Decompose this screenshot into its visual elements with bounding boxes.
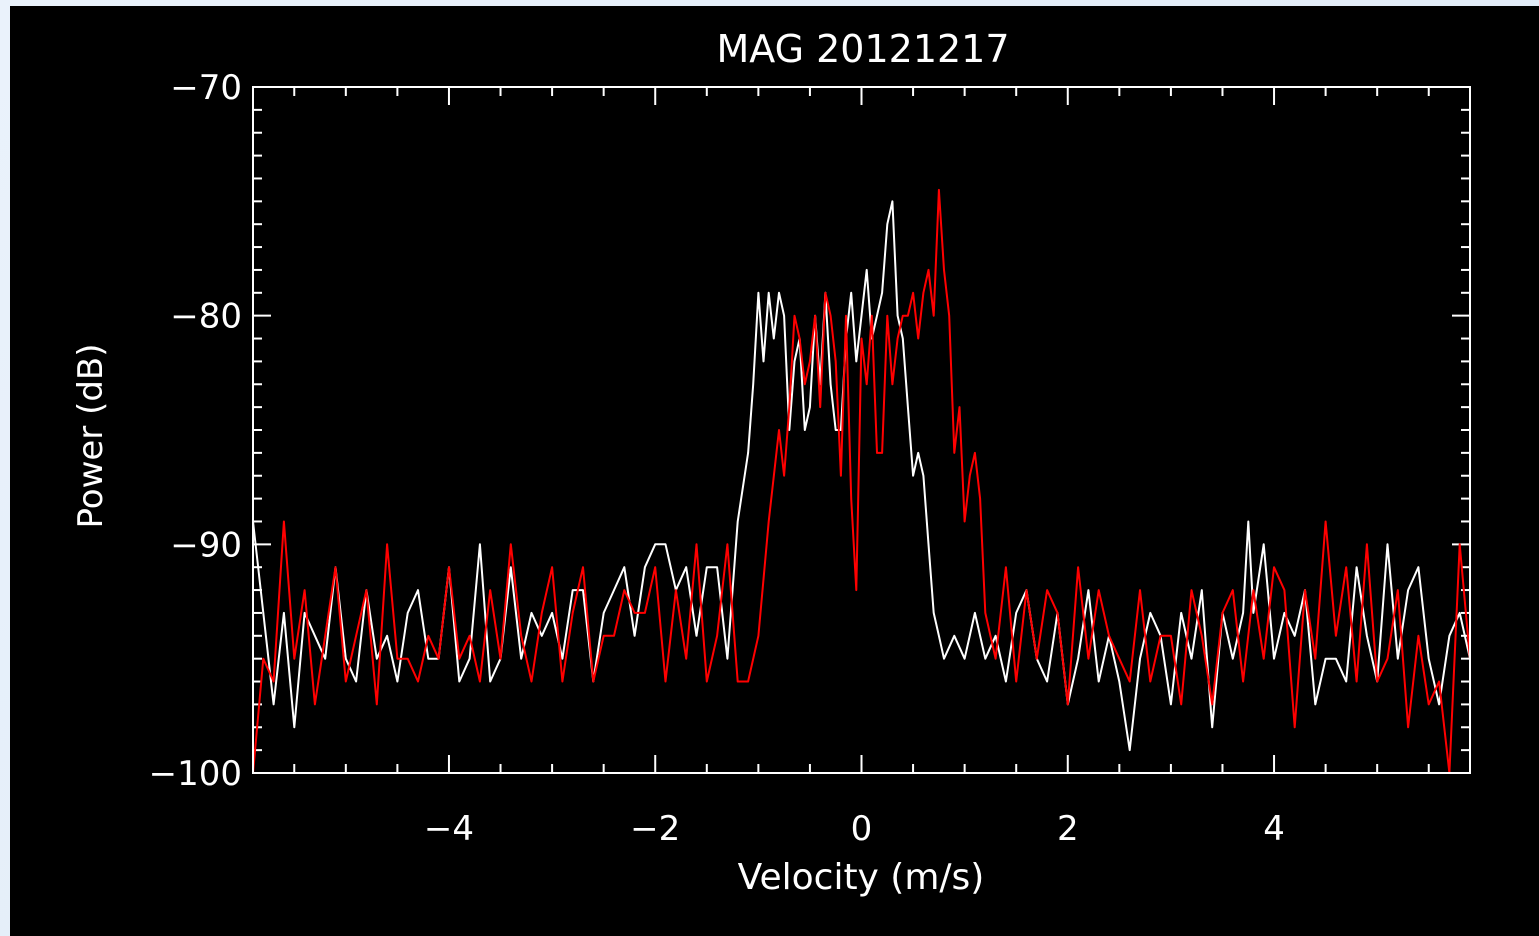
plot-panel: MAG 20121217 Velocity (m/s) Power (dB) −… <box>10 6 1539 936</box>
plot-frame <box>252 86 1471 774</box>
line-chart: MAG 20121217 Velocity (m/s) Power (dB) −… <box>71 27 1471 898</box>
series-2-line <box>252 188 1471 774</box>
series-1-line <box>252 200 1471 752</box>
chart-title: MAG 20121217 <box>716 27 1009 71</box>
x-tick-label: 0 <box>851 809 873 849</box>
x-tick-label: −2 <box>630 809 680 849</box>
y-tick-label: −90 <box>170 525 242 565</box>
y-tick-label: −70 <box>170 68 242 108</box>
x-tick-label: 2 <box>1057 809 1079 849</box>
y-tick-label: −100 <box>149 754 242 794</box>
x-tick-label: 4 <box>1263 809 1285 849</box>
x-tick-label: −4 <box>424 809 474 849</box>
y-tick-label: −80 <box>170 297 242 337</box>
series-layer <box>252 188 1471 774</box>
ticks-layer: −4 −2 0 2 4 −100 −90 −80 −70 <box>149 68 1470 849</box>
x-axis-label: Velocity (m/s) <box>738 857 985 898</box>
y-axis-label: Power (dB) <box>71 343 111 528</box>
